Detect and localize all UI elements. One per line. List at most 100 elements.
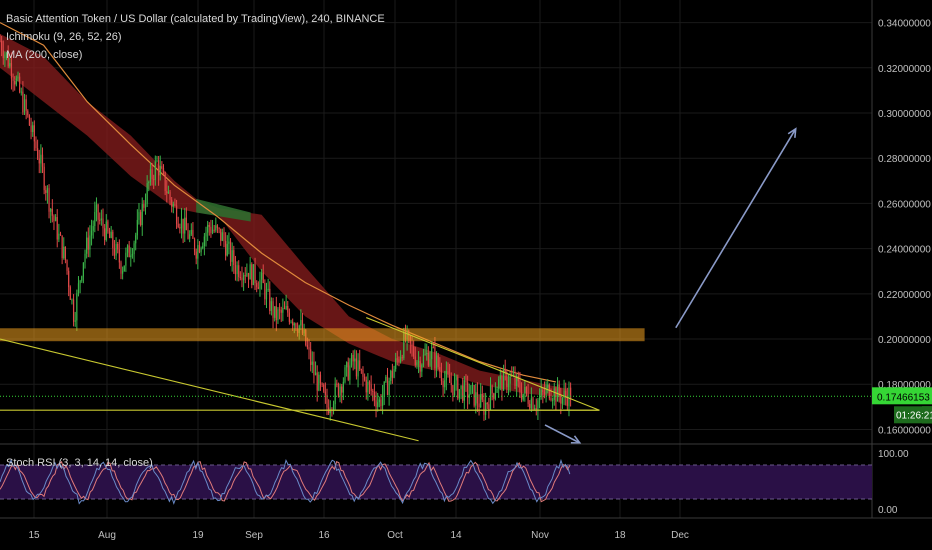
- candle-338: [552, 400, 553, 401]
- candle-211: [344, 367, 345, 382]
- candle-234: [382, 396, 383, 406]
- candle-106: [173, 204, 174, 206]
- candle-50: [81, 276, 82, 280]
- candle-194: [317, 373, 318, 391]
- candle-176: [287, 306, 288, 313]
- candle-197: [321, 383, 322, 384]
- candle-73: [119, 249, 120, 262]
- candle-213: [348, 362, 349, 380]
- candle-163: [266, 289, 267, 299]
- candle-244: [398, 359, 399, 362]
- candle-165: [269, 289, 270, 311]
- candle-24: [39, 159, 40, 164]
- candle-12: [19, 77, 20, 92]
- candle-16: [26, 99, 27, 110]
- candle-324: [529, 404, 530, 409]
- candle-289: [472, 385, 473, 386]
- candle-63: [102, 218, 103, 228]
- candle-55: [89, 235, 90, 249]
- candle-271: [442, 381, 443, 387]
- candle-231: [377, 402, 378, 407]
- projection-arrow-1: [545, 425, 580, 443]
- candle-118: [192, 230, 193, 239]
- ichimoku-label: Ichimoku (9, 26, 52, 26): [6, 28, 385, 46]
- ma-label: MA (200, close): [6, 46, 385, 64]
- candle-196: [320, 375, 321, 384]
- candle-270: [441, 371, 442, 381]
- candle-99: [161, 166, 162, 168]
- candle-66: [107, 222, 108, 232]
- candle-327: [534, 408, 535, 409]
- candle-49: [80, 281, 81, 284]
- candle-335: [547, 384, 548, 387]
- candle-348: [568, 388, 569, 407]
- candle-260: [425, 354, 426, 355]
- candle-109: [178, 224, 179, 227]
- last-price-text: 0.17466153: [877, 392, 930, 403]
- candle-53: [86, 238, 87, 254]
- chart-legend: Basic Attention Token / US Dollar (calcu…: [6, 10, 385, 64]
- candle-261: [426, 353, 427, 354]
- candle-191: [312, 362, 313, 365]
- candle-35: [57, 217, 58, 239]
- candle-171: [279, 309, 280, 310]
- candle-345: [563, 391, 564, 398]
- candle-43: [70, 287, 71, 300]
- candle-332: [542, 390, 543, 392]
- candle-103: [168, 192, 169, 194]
- candle-133: [217, 225, 218, 228]
- candle-222: [362, 370, 363, 377]
- candle-328: [536, 408, 537, 409]
- candle-140: [228, 241, 229, 243]
- candle-88: [143, 204, 144, 208]
- candle-9: [14, 81, 15, 85]
- candle-282: [460, 385, 461, 389]
- candle-30: [48, 188, 49, 212]
- candle-86: [140, 212, 141, 225]
- candle-151: [246, 273, 247, 276]
- candle-17: [27, 111, 28, 116]
- candle-173: [282, 308, 283, 313]
- candle-343: [560, 396, 561, 404]
- candle-119: [194, 239, 195, 252]
- candle-229: [374, 392, 375, 400]
- candle-26: [42, 155, 43, 167]
- candle-22: [35, 141, 36, 148]
- candle-117: [191, 230, 192, 234]
- candle-152: [248, 273, 249, 280]
- candle-60: [98, 205, 99, 220]
- candle-308: [503, 370, 504, 391]
- candle-326: [532, 398, 533, 409]
- candle-291: [475, 392, 476, 405]
- candle-281: [459, 389, 460, 398]
- candle-122: [199, 245, 200, 252]
- candle-32: [52, 209, 53, 216]
- candle-226: [369, 382, 370, 385]
- candle-274: [447, 371, 448, 375]
- candle-71: [115, 244, 116, 256]
- time-tick-8: 18: [614, 530, 626, 541]
- candle-157: [256, 283, 257, 287]
- candle-107: [174, 204, 175, 205]
- candle-159: [259, 280, 260, 289]
- candle-127: [207, 225, 208, 233]
- candle-268: [438, 355, 439, 367]
- candle-299: [488, 404, 489, 409]
- candle-178: [290, 322, 291, 323]
- candle-307: [501, 376, 502, 391]
- candle-305: [498, 379, 499, 389]
- price-tick-7: 0.20000000: [878, 335, 931, 346]
- stoch-rsi-label: Stoch RSI (3, 3, 14, 14, close): [6, 457, 153, 469]
- candle-333: [544, 392, 545, 394]
- candle-240: [392, 371, 393, 378]
- candle-304: [496, 389, 497, 393]
- candle-179: [292, 322, 293, 326]
- candle-161: [263, 272, 264, 283]
- candle-257: [420, 361, 421, 371]
- price-tick-0: 0.34000000: [878, 19, 931, 30]
- candle-129: [210, 227, 211, 233]
- candle-90: [147, 183, 148, 204]
- candle-169: [276, 306, 277, 320]
- candle-215: [351, 355, 352, 366]
- candle-54: [88, 238, 89, 250]
